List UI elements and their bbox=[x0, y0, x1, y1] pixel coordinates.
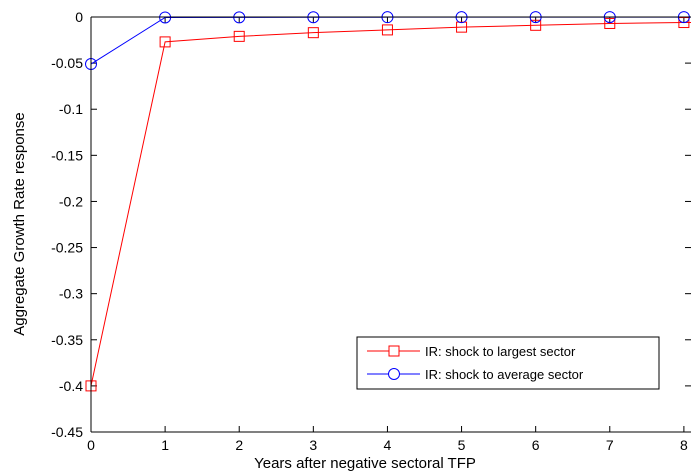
x-tick-label: 1 bbox=[161, 437, 169, 453]
data-point-largest bbox=[159, 36, 171, 48]
x-tick-label: 3 bbox=[309, 437, 317, 453]
legend-label-average: IR: shock to average sector bbox=[425, 367, 584, 382]
x-tick-label: 7 bbox=[606, 437, 614, 453]
y-axis-label: Aggregate Growth Rate response bbox=[11, 112, 28, 335]
legend: IR: shock to largest sector IR: shock to… bbox=[356, 336, 660, 390]
series-line-largest bbox=[90, 21, 691, 386]
y-tick-label: 0 bbox=[75, 9, 83, 25]
y-tick-label: -0.25 bbox=[51, 240, 83, 256]
y-tick-label: -0.15 bbox=[51, 147, 83, 163]
legend-box bbox=[356, 336, 660, 390]
legend-label-largest: IR: shock to largest sector bbox=[425, 344, 576, 359]
data-point-largest bbox=[604, 17, 616, 29]
legend-marker-largest bbox=[388, 345, 400, 357]
x-axis-label: Years after negative sectoral TFP bbox=[254, 455, 476, 472]
data-point-largest bbox=[307, 27, 319, 39]
x-tick-label: 5 bbox=[458, 437, 466, 453]
x-tick-label: 2 bbox=[235, 437, 243, 453]
data-point-largest bbox=[530, 19, 542, 31]
data-point-largest bbox=[233, 30, 245, 42]
x-tick-label: 0 bbox=[87, 437, 95, 453]
y-tick-label: -0.2 bbox=[59, 193, 83, 209]
y-tick-label: -0.3 bbox=[59, 286, 83, 302]
x-tick-label: 6 bbox=[532, 437, 540, 453]
y-tick-label: -0.4 bbox=[59, 378, 83, 394]
data-point-largest bbox=[456, 21, 468, 33]
y-tick-label: -0.05 bbox=[51, 55, 83, 71]
x-tick-label: 8 bbox=[680, 437, 688, 453]
y-tick-label: -0.1 bbox=[59, 101, 83, 117]
data-point-largest bbox=[381, 24, 393, 36]
data-point-largest bbox=[678, 17, 690, 29]
y-tick-label: -0.35 bbox=[51, 332, 83, 348]
legend-marker-average bbox=[388, 368, 400, 380]
y-tick-label: -0.45 bbox=[51, 424, 83, 440]
x-tick-label: 4 bbox=[384, 437, 392, 453]
